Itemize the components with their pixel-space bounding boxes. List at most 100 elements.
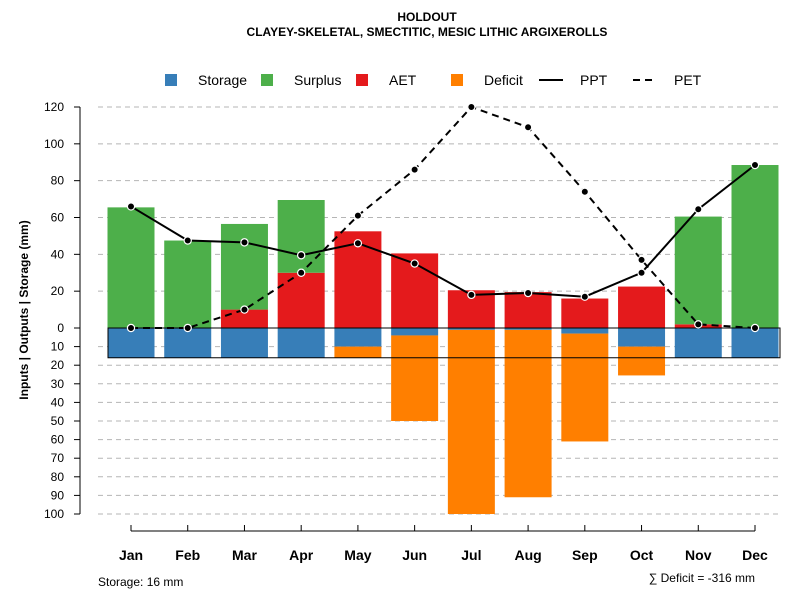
ppt-line-point xyxy=(523,288,533,298)
ppt-line-point xyxy=(580,292,590,301)
surplus-bar xyxy=(220,223,268,310)
x-tick-label-feb: Feb xyxy=(175,547,200,563)
ppt-line-point xyxy=(694,205,703,214)
gridlines xyxy=(98,106,780,515)
x-tick-label-dec: Dec xyxy=(742,547,768,563)
y-tick-label: 80 xyxy=(51,470,65,484)
surplus-bar xyxy=(731,165,779,328)
y-tick-label: 0 xyxy=(57,321,64,335)
storage-bar xyxy=(674,328,722,358)
x-tick-label-apr: Apr xyxy=(289,547,314,563)
aet-bar xyxy=(277,272,325,328)
y-tick-label: 50 xyxy=(51,414,65,428)
pet-line-point xyxy=(183,323,192,333)
ppt-line-point xyxy=(296,251,306,260)
y-tick-label: 80 xyxy=(51,174,65,188)
surplus-bar xyxy=(107,207,155,328)
storage-bar xyxy=(391,328,439,336)
legend-label-deficit: Deficit xyxy=(484,72,523,88)
y-tick-label: 120 xyxy=(44,100,64,114)
pet-line-point xyxy=(637,255,646,265)
deficit-bar xyxy=(504,329,552,498)
storage-capacity-outline xyxy=(107,327,781,359)
aet-bar xyxy=(561,298,609,328)
x-tick-label-jul: Jul xyxy=(461,547,481,563)
storage-bar xyxy=(220,328,268,358)
ppt-line xyxy=(130,164,756,298)
pet-line-point xyxy=(296,268,306,277)
lines xyxy=(126,102,760,333)
x-axis: Jan Feb Mar Apr May Jun Jul Aug Sep Oct Nov Dec xyxy=(119,525,768,563)
legend-label-ppt: PPT xyxy=(580,72,608,88)
chart-title: HOLDOUT xyxy=(397,10,457,24)
legend-label-aet: AET xyxy=(389,72,417,88)
ppt-line-point xyxy=(353,239,363,248)
deficit-bar xyxy=(334,346,382,358)
legend-swatch-storage xyxy=(165,74,177,86)
storage-bar xyxy=(618,328,666,347)
x-tick-label-jun: Jun xyxy=(402,547,427,563)
y-tick-label: 60 xyxy=(51,211,65,225)
y-tick-label: 40 xyxy=(51,247,65,261)
pet-line-point xyxy=(523,123,533,132)
y-tick-label: 70 xyxy=(51,451,65,465)
y-tick-label: 30 xyxy=(51,377,65,391)
x-tick-label-may: May xyxy=(344,547,371,563)
y-tick-label: 10 xyxy=(51,340,65,354)
ppt-line-point xyxy=(750,160,760,170)
aet-bar xyxy=(504,292,552,328)
legend-swatch-deficit xyxy=(451,74,463,86)
storage-bar xyxy=(731,328,779,358)
storage-capacity-box xyxy=(107,327,781,359)
y-tick-label: 100 xyxy=(44,137,64,151)
deficit-bar xyxy=(447,329,495,514)
ppt-line-point xyxy=(240,238,249,247)
pet-line-point xyxy=(126,323,136,333)
y-tick-label: 40 xyxy=(51,395,65,409)
legend-label-pet: PET xyxy=(674,72,702,88)
x-tick-label-sep: Sep xyxy=(572,547,598,563)
deficit-bar xyxy=(391,335,439,421)
bars xyxy=(107,165,779,514)
aet-bar xyxy=(220,309,268,328)
pet-line-point xyxy=(240,305,249,314)
x-tick-label-mar: Mar xyxy=(232,547,257,563)
storage-bar xyxy=(107,328,155,358)
legend-swatch-surplus xyxy=(261,74,273,86)
deficit-bar xyxy=(561,333,609,442)
deficit-bar xyxy=(618,346,666,376)
x-tick-label-jan: Jan xyxy=(119,547,143,563)
legend-label-surplus: Surplus xyxy=(294,72,341,88)
y-tick-label: 20 xyxy=(51,284,65,298)
storage-note: Storage: 16 mm xyxy=(98,575,183,589)
storage-bar xyxy=(504,328,552,330)
ppt-line-point xyxy=(126,202,136,211)
ppt-line-point xyxy=(410,259,419,268)
storage-bar xyxy=(277,328,325,358)
legend-label-storage: Storage xyxy=(198,72,247,88)
pet-line-point xyxy=(580,187,590,196)
surplus-bar xyxy=(164,240,212,328)
aet-bar xyxy=(618,286,666,328)
pet-line-point xyxy=(467,102,476,112)
storage-bar xyxy=(164,328,212,358)
storage-bar xyxy=(561,328,609,334)
y-tick-label: 90 xyxy=(51,488,65,502)
ppt-line-point xyxy=(467,290,476,300)
pet-line-point xyxy=(353,211,363,220)
pet-line-point xyxy=(750,323,760,333)
y-axis-label: Inputs | Outputs | Storage (mm) xyxy=(17,220,31,399)
storage-bar xyxy=(447,328,495,330)
chart-subtitle: CLAYEY-SKELETAL, SMECTITIC, MESIC LITHIC… xyxy=(247,25,608,39)
ppt-line-point xyxy=(637,268,646,277)
y-axis: 0 20 40 60 80 100 120 10 20 30 40 50 60 70 80 90 100 xyxy=(44,100,81,521)
pet-line-point xyxy=(694,320,703,329)
legend: Storage Surplus AET Deficit PPT PET xyxy=(165,72,702,88)
y-tick-label: 100 xyxy=(44,507,64,521)
pet-line-point xyxy=(410,165,419,174)
x-tick-label-oct: Oct xyxy=(630,547,654,563)
surplus-bar xyxy=(277,200,325,273)
storage-bar xyxy=(334,328,382,347)
legend-swatch-aet xyxy=(356,74,368,86)
x-tick-label-aug: Aug xyxy=(514,547,541,563)
